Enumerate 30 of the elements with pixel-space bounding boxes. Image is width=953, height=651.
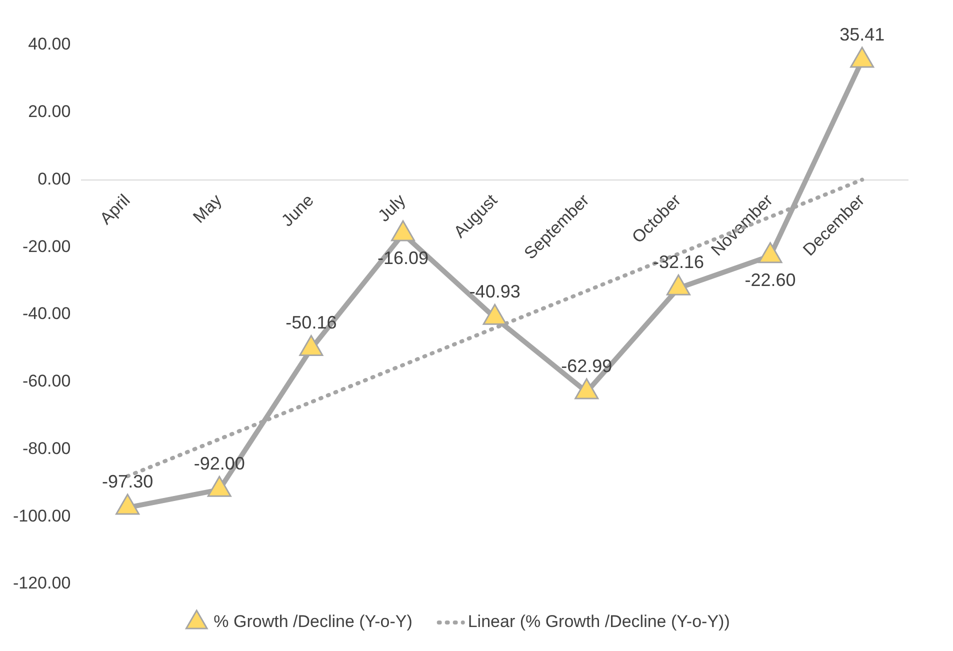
- point: [666, 274, 690, 296]
- legend-label: % Growth /Decline (Y-o-Y): [214, 612, 412, 632]
- y-tick-label: -120.00: [12, 574, 71, 593]
- point: [482, 304, 507, 325]
- data-label: -62.99: [561, 356, 612, 376]
- legend-label: Linear (% Growth /Decline (Y-o-Y)): [468, 612, 730, 632]
- point: [391, 220, 416, 242]
- data-label: -50.16: [286, 312, 337, 333]
- data-label: -92.00: [194, 454, 245, 474]
- data-label: -16.09: [377, 248, 429, 268]
- y-tick-label: -20.00: [22, 236, 71, 256]
- data-label: -22.60: [744, 270, 796, 290]
- y-tick-label: 0.00: [38, 169, 71, 188]
- x-tick-label: May: [189, 190, 226, 227]
- y-tick-label: -80.00: [22, 438, 71, 458]
- y-tick-label: -100.00: [12, 506, 71, 526]
- point: [850, 46, 874, 68]
- y-tick-label: 40.00: [28, 34, 71, 54]
- y-tick-label: -60.00: [22, 372, 71, 391]
- data-label: -97.30: [102, 472, 154, 492]
- data-label: -40.93: [469, 282, 520, 302]
- data-label: 35.41: [840, 24, 885, 44]
- point: [116, 494, 140, 515]
- point: [574, 378, 599, 400]
- data-label: -32.16: [652, 252, 704, 272]
- y-tick-label: -40.00: [22, 304, 71, 324]
- x-tick-label: July: [374, 190, 410, 226]
- point: [207, 476, 232, 497]
- point: [299, 334, 324, 356]
- y-tick-label: 20.00: [28, 102, 71, 122]
